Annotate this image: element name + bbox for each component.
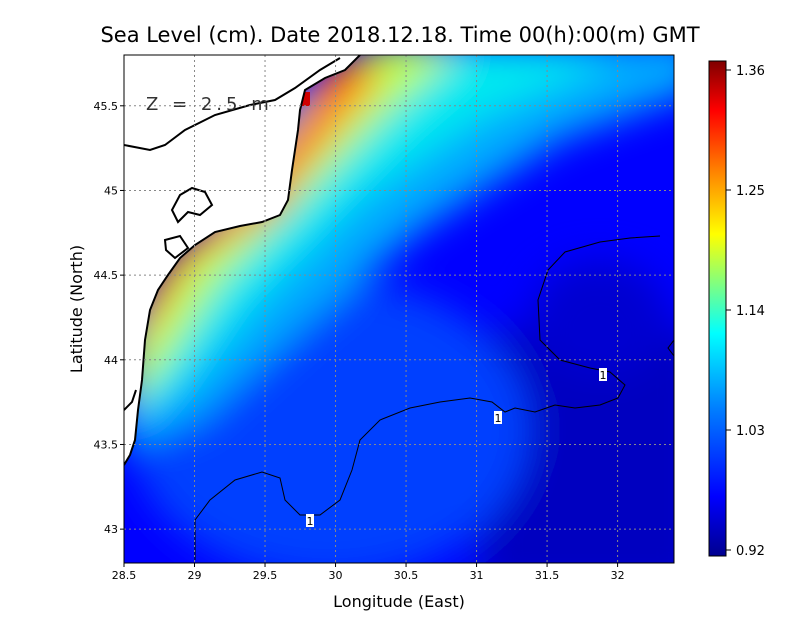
coastline-west xyxy=(124,389,137,411)
plot-frame xyxy=(123,54,675,564)
coastline xyxy=(124,55,361,466)
y-tick-label: 43.5 xyxy=(94,438,119,451)
x-axis: 28.5 29 29.5 30 30.5 31 31.5 32 xyxy=(112,563,625,582)
colorbar xyxy=(708,60,727,557)
y-tick-label: 43 xyxy=(104,523,118,536)
contour-line-1 xyxy=(194,235,661,560)
svg-text:1: 1 xyxy=(600,369,607,382)
colorbar-tick-label: 1.36 xyxy=(736,64,765,79)
x-tick-label: 32 xyxy=(611,569,625,582)
x-tick-label: 30 xyxy=(329,569,343,582)
y-tick-label: 44 xyxy=(104,354,118,367)
grid xyxy=(124,55,674,563)
svg-text:1: 1 xyxy=(495,412,502,425)
x-tick-label: 31.5 xyxy=(535,569,560,582)
x-tick-label: 31 xyxy=(470,569,484,582)
colorbar-tick-label: 0.92 xyxy=(736,544,765,559)
contour-label: 1 xyxy=(306,514,314,528)
chart-title: Sea Level (cm). Date 2018.12.18. Time 00… xyxy=(100,23,699,47)
svg-text:1: 1 xyxy=(307,515,314,528)
colorbar-tick-label: 1.14 xyxy=(736,304,765,319)
colorbar-tick-label: 1.25 xyxy=(736,184,765,199)
colorbar-tick-label: 1.03 xyxy=(736,424,765,439)
colorbar-ticks: 0.92 1.03 1.14 1.25 1.36 xyxy=(726,64,765,559)
contour-label: 1 xyxy=(494,411,502,425)
x-tick-label: 28.5 xyxy=(112,569,137,582)
coastline-inner xyxy=(124,57,341,152)
coastline-delta xyxy=(163,186,214,260)
y-tick-label: 44.5 xyxy=(94,269,119,282)
contour-label: 1 xyxy=(599,368,607,382)
x-tick-label: 29.5 xyxy=(253,569,278,582)
sea-level-field: 1 1 1 xyxy=(124,55,674,563)
x-axis-title: Longitude (East) xyxy=(333,592,465,611)
y-tick-label: 45.5 xyxy=(94,100,119,113)
y-axis: 43 43.5 44 44.5 45 45.5 xyxy=(94,100,124,536)
depth-annotation: Z = 2.5 m xyxy=(146,94,273,115)
contour-line-2 xyxy=(667,339,674,357)
y-tick-label: 45 xyxy=(104,184,118,197)
x-tick-label: 29 xyxy=(188,569,202,582)
land-mask xyxy=(124,55,360,465)
y-axis-title: Latitude (North) xyxy=(67,245,86,373)
x-tick-label: 30.5 xyxy=(394,569,419,582)
